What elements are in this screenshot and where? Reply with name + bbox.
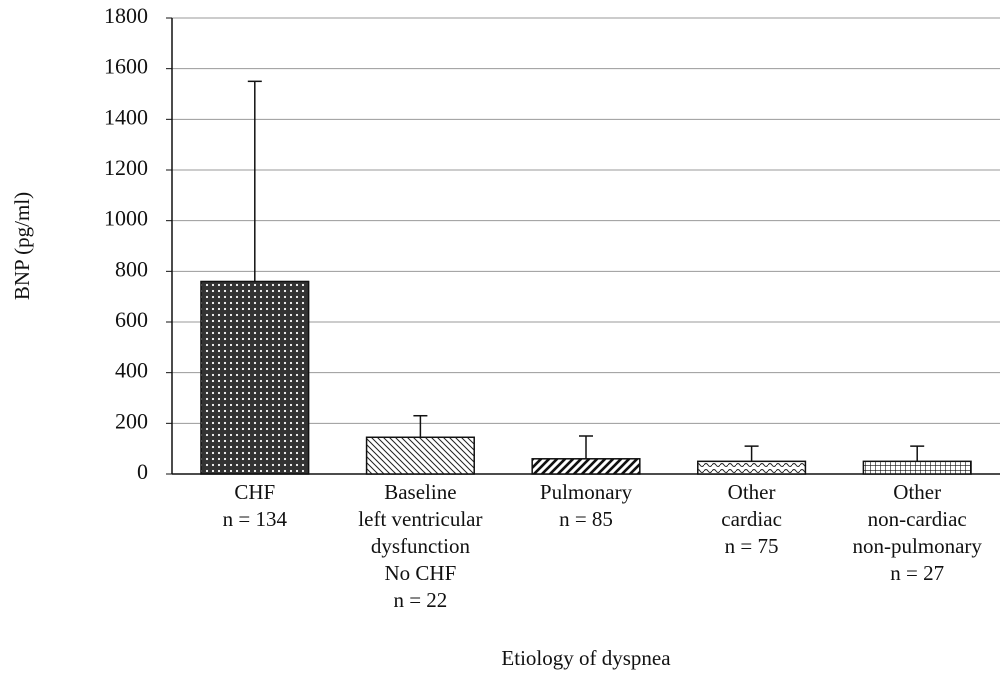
y-tick-label: 1400 bbox=[104, 104, 148, 129]
x-axis-label: Etiology of dyspnea bbox=[501, 646, 671, 670]
y-tick-label: 1200 bbox=[104, 155, 148, 180]
bar bbox=[200, 280, 310, 475]
x-tick-label: No CHF bbox=[385, 561, 457, 585]
x-tick-label: Other bbox=[728, 480, 776, 504]
bar bbox=[697, 460, 807, 475]
bar bbox=[862, 460, 972, 475]
bar bbox=[531, 458, 641, 475]
x-tick-label: CHF bbox=[234, 480, 275, 504]
x-tick-label: n = 85 bbox=[559, 507, 613, 531]
bar bbox=[365, 436, 475, 475]
y-tick-label: 0 bbox=[137, 459, 148, 484]
y-tick-label: 1000 bbox=[104, 206, 148, 231]
x-tick-label: Pulmonary bbox=[540, 480, 633, 504]
x-tick-label: Other bbox=[893, 480, 941, 504]
x-tick-label: n = 27 bbox=[890, 561, 944, 585]
x-tick-label: Baseline bbox=[384, 480, 456, 504]
x-tick-label: left ventricular bbox=[358, 507, 482, 531]
y-tick-label: 1600 bbox=[104, 54, 148, 79]
y-tick-label: 800 bbox=[115, 256, 148, 281]
x-tick-label: non-pulmonary bbox=[852, 534, 982, 558]
x-tick-label: dysfunction bbox=[371, 534, 471, 558]
x-tick-label: n = 22 bbox=[393, 588, 447, 612]
y-tick-label: 600 bbox=[115, 307, 148, 332]
y-axis-label: BNP (pg/ml) bbox=[10, 192, 34, 300]
x-tick-label: n = 75 bbox=[725, 534, 779, 558]
y-tick-label: 1800 bbox=[104, 3, 148, 28]
x-tick-label: cardiac bbox=[721, 507, 782, 531]
x-tick-label: non-cardiac bbox=[868, 507, 967, 531]
x-tick-label: n = 134 bbox=[223, 507, 288, 531]
y-tick-label: 200 bbox=[115, 408, 148, 433]
y-tick-label: 400 bbox=[115, 358, 148, 383]
